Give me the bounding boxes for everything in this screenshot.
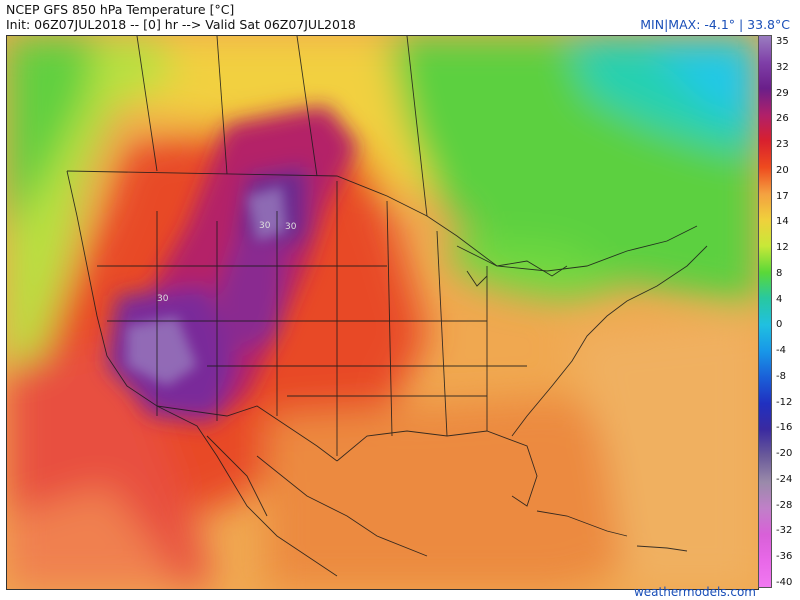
colorbar-tick-label: 20 <box>776 164 789 176</box>
colorbar-tick-label: 26 <box>776 113 789 125</box>
temperature-map[interactable]: 30 30 30 <box>6 35 759 590</box>
credit-link[interactable]: weathermodels.com <box>633 585 756 599</box>
map-header: NCEP GFS 850 hPa Temperature [°C] Init: … <box>0 0 800 36</box>
colorbar-tick-label: -24 <box>776 473 793 485</box>
colorbar-tick-label: 29 <box>776 87 789 99</box>
init-valid-line: Init: 06Z07JUL2018 -- [0] hr --> Valid S… <box>6 17 356 32</box>
colorbar-tick-label: 23 <box>776 139 789 151</box>
colorbar-tick-label: -28 <box>776 499 793 511</box>
contour-label: 30 <box>157 294 169 304</box>
colorbar-tick-label: -8 <box>776 370 786 382</box>
colorbar-tick-label: 12 <box>776 242 789 254</box>
colorbar-tick-label: 32 <box>776 61 789 73</box>
colorbar-tick-label: -20 <box>776 448 793 460</box>
colorbar-tick-label: 17 <box>776 190 789 202</box>
colorbar-tick-label: -16 <box>776 422 793 434</box>
temperature-field <box>7 36 758 589</box>
colorbar-tick-label: 35 <box>776 36 789 47</box>
colorbar-tick-label: 8 <box>776 267 783 279</box>
colorbar-labels: 35 32 29 26 23 20 17 14 12 8 4 0 -4 -8 -12 -16 -20 -24 -28… <box>773 35 800 588</box>
contour-label: 30 <box>285 222 297 232</box>
political-borders <box>66 36 708 577</box>
colorbar-tick-label: -12 <box>776 396 793 408</box>
colorbar-tick-label: 14 <box>776 216 789 228</box>
colorbar-tick-label: 0 <box>776 319 783 331</box>
min-max-readout: MIN|MAX: -4.1° | 33.8°C <box>640 17 790 32</box>
colorbar-tick-label: -32 <box>776 525 793 537</box>
contour-label: 30 <box>259 221 271 231</box>
colorbar-tick-label: -40 <box>776 577 793 588</box>
colorbar-tick-label: -4 <box>776 345 786 357</box>
colorbar-tick-label: -36 <box>776 551 793 563</box>
colorbar <box>758 35 772 588</box>
map-title: NCEP GFS 850 hPa Temperature [°C] <box>6 2 235 17</box>
colorbar-tick-label: 4 <box>776 293 783 305</box>
